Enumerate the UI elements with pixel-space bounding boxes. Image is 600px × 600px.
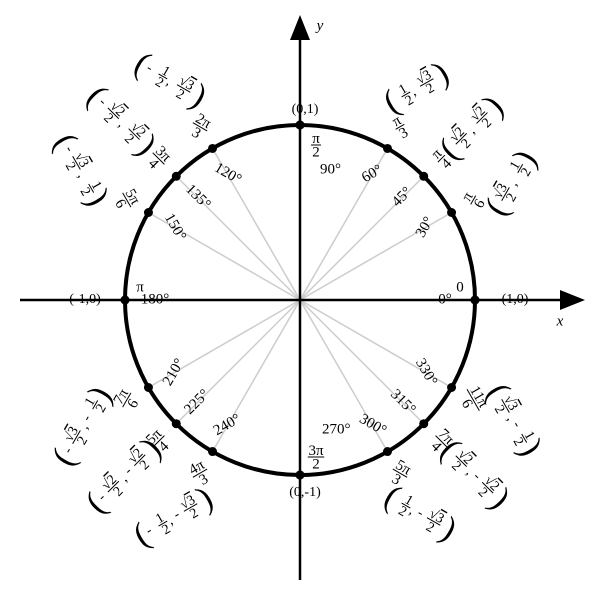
unit-circle-svg: 0°0(1,0)30°π6(√32,12)45°π4(√22,√22)60°π3…: [0, 0, 600, 600]
svg-text:2: 2: [459, 136, 475, 152]
svg-text:2: 2: [152, 75, 166, 91]
svg-text:(1,0): (1,0): [502, 292, 529, 307]
svg-text:210°: 210°: [160, 356, 188, 389]
svg-text:300°: 300°: [356, 411, 389, 439]
svg-text:2: 2: [312, 457, 320, 473]
svg-text:3: 3: [397, 125, 411, 143]
svg-text:(-1,0): (-1,0): [69, 292, 101, 307]
svg-text:0°: 0°: [438, 291, 452, 307]
svg-text:0: 0: [456, 279, 464, 295]
svg-text:270°: 270°: [322, 421, 351, 437]
svg-text:90°: 90°: [320, 161, 341, 177]
svg-text:(0,-1): (0,-1): [289, 485, 321, 500]
svg-text:(0,1): (0,1): [292, 102, 319, 117]
svg-text:-: -: [171, 507, 183, 522]
svg-text:2: 2: [111, 484, 127, 500]
svg-text:-: -: [79, 412, 94, 424]
svg-text:y: y: [315, 18, 324, 34]
svg-text:2: 2: [491, 403, 507, 417]
svg-text:60°: 60°: [359, 162, 385, 186]
svg-text:150°: 150°: [161, 211, 189, 244]
svg-text:2: 2: [137, 458, 153, 474]
svg-text:30°: 30°: [413, 214, 437, 240]
svg-text:x: x: [556, 313, 564, 329]
svg-text:6: 6: [458, 397, 476, 412]
svg-text:,: ,: [74, 170, 89, 181]
svg-text:3: 3: [189, 125, 203, 143]
svg-text:,: ,: [506, 178, 521, 189]
svg-text:2: 2: [188, 506, 202, 522]
svg-text:2: 2: [121, 132, 137, 148]
svg-text:2: 2: [173, 87, 187, 103]
svg-text:180°: 180°: [141, 291, 170, 307]
svg-text:2: 2: [312, 145, 320, 161]
svg-text:2: 2: [423, 520, 437, 536]
svg-text:2: 2: [504, 191, 520, 205]
svg-text:2: 2: [395, 504, 409, 520]
svg-text:-: -: [509, 419, 524, 431]
svg-text:2: 2: [475, 485, 491, 501]
svg-text:2: 2: [479, 115, 495, 131]
svg-text:-: -: [414, 506, 426, 521]
svg-text:2: 2: [424, 81, 438, 97]
svg-text:2: 2: [100, 111, 116, 127]
svg-text:240°: 240°: [211, 411, 244, 439]
svg-text:2: 2: [448, 459, 464, 475]
svg-text:2: 2: [75, 434, 91, 448]
svg-text:6: 6: [111, 197, 129, 212]
svg-text:4: 4: [145, 156, 162, 173]
svg-text:6: 6: [125, 396, 143, 411]
svg-text:π: π: [136, 279, 144, 295]
svg-text:330°: 330°: [412, 356, 440, 389]
svg-text:120°: 120°: [211, 160, 244, 188]
svg-text:2: 2: [62, 160, 78, 174]
